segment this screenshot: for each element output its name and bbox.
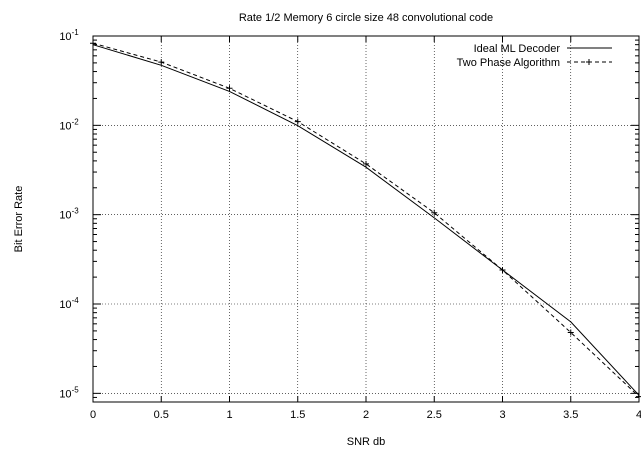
y-tick-label: 10-1: [59, 28, 79, 43]
y-axis-label: Bit Error Rate: [13, 186, 25, 253]
legend-label-ideal-ml: Ideal ML Decoder: [474, 43, 561, 55]
x-axis-label: SNR db: [347, 436, 386, 448]
axis-ticks: 0 0.5 1 1.5 2 2.5 3 3.5 4 10-1 10-2 10-3 10-4 10-5: [59, 28, 641, 421]
x-tick-label: 0.5: [154, 409, 169, 421]
legend-marker-two-phase: [586, 59, 592, 65]
x-tick-label: 2.5: [427, 409, 442, 421]
y-tick-label: 10-2: [59, 117, 79, 132]
x-tick-label: 4: [636, 409, 641, 421]
x-tick-label: 3: [499, 409, 505, 421]
chart-title: Rate 1/2 Memory 6 circle size 48 convolu…: [239, 12, 493, 24]
x-tick-label: 0: [90, 409, 96, 421]
x-tick-label: 1.5: [290, 409, 305, 421]
y-tick-label: 10-3: [59, 207, 79, 222]
series-marker: [295, 119, 301, 125]
series-marker: [636, 394, 641, 400]
legend-label-two-phase: Two Phase Algorithm: [457, 57, 560, 69]
x-tick-label: 2: [363, 409, 369, 421]
series-layer: [90, 40, 641, 399]
y-tick-label: 10-4: [59, 296, 79, 311]
grid: [93, 36, 639, 402]
x-tick-label: 3.5: [563, 409, 578, 421]
legend: Ideal ML Decoder Two Phase Algorithm: [457, 43, 612, 69]
y-tick-label: 10-5: [59, 385, 79, 400]
x-tick-label: 1: [226, 409, 232, 421]
